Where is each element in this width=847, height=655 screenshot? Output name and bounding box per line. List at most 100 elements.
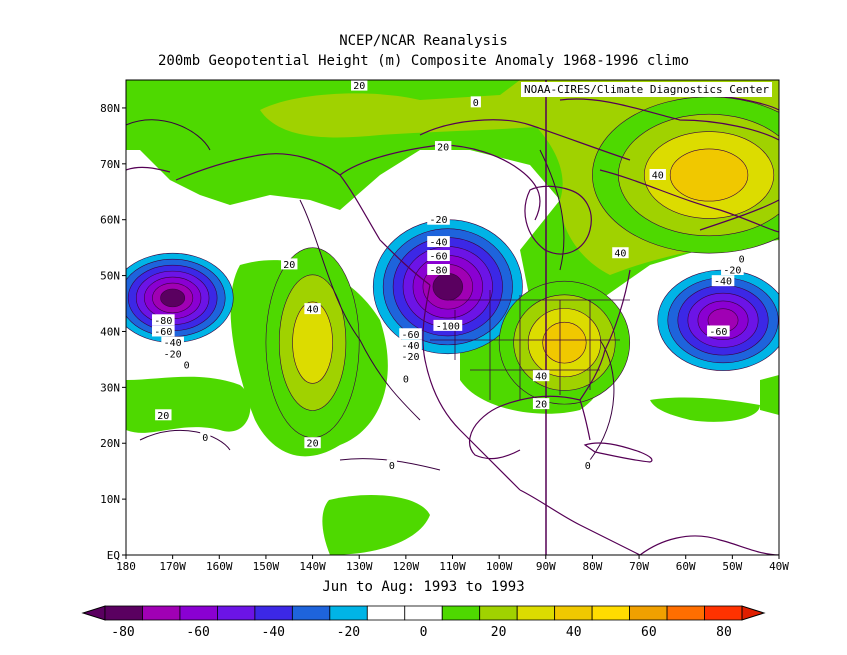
- lat-tick-label: 20N: [100, 437, 120, 450]
- contour-label: 20: [437, 143, 449, 154]
- state-boundaries: [430, 290, 630, 400]
- lon-tick-label: 120W: [393, 560, 420, 573]
- contour-label: 20: [157, 411, 169, 422]
- contour-label-bg: [470, 96, 481, 108]
- contour-label: 40: [535, 372, 547, 383]
- anomaly-high-greenland: [592, 96, 779, 254]
- contour-label-bg: [399, 328, 422, 340]
- contour-level-4: [542, 321, 587, 364]
- lon-tick-label: 170W: [159, 560, 186, 573]
- contour-label-bg: [721, 264, 744, 275]
- contour-label: -60: [429, 252, 447, 263]
- contour-label: -20: [723, 266, 741, 277]
- lon-tick-label: 130W: [346, 560, 373, 573]
- lat-tick-label: 70N: [100, 158, 120, 171]
- contour-label: -20: [401, 352, 419, 363]
- lat-tick-label: 50N: [100, 270, 120, 283]
- contour-label: -80: [154, 316, 172, 327]
- contour-level-4: [669, 148, 749, 202]
- contour-label-bg: [434, 141, 452, 153]
- credit-label: NOAA-CIRES/Climate Diagnostics Center: [521, 82, 773, 97]
- anomaly-low-west-pacific: [126, 252, 234, 343]
- colorbar-swatch: [591, 605, 630, 621]
- lon-tick-label: 70W: [629, 560, 649, 573]
- colorbar-tick-label: -20: [337, 625, 360, 640]
- lat-tick-label: 80N: [100, 102, 120, 115]
- contour-label-bg: [427, 250, 450, 262]
- contour-label: 40: [652, 171, 664, 182]
- contour-label: 0: [184, 361, 190, 372]
- contour-label-bg: [161, 347, 184, 359]
- contour-label-bg: [351, 80, 368, 91]
- lat-tick-label: 30N: [100, 381, 120, 394]
- contour-label-bg: [707, 325, 730, 337]
- lon-tick-label: 40W: [769, 560, 789, 573]
- lon-tick-label: 60W: [676, 560, 696, 573]
- contour-label: 20: [535, 400, 547, 411]
- lon-tick-label: 80W: [582, 560, 602, 573]
- colorbar-swatch: [404, 605, 443, 621]
- lon-tick-label: 50W: [722, 560, 742, 573]
- colorbar-tick-label: -40: [262, 625, 285, 640]
- contour-label-bg: [736, 252, 747, 264]
- date-range-label: Jun to Aug: 1993 to 1993: [322, 579, 525, 595]
- lon-tick-label: 140W: [299, 560, 326, 573]
- colorbar-tick-label: 20: [491, 625, 507, 640]
- contour-level-7: [432, 273, 464, 301]
- lat-tick-label: 40N: [100, 325, 120, 338]
- contour-label-bg: [532, 370, 550, 382]
- colorbar-swatch: [142, 605, 181, 621]
- contour-label: -100: [436, 321, 460, 332]
- colorbar-low-arrow: [81, 605, 106, 621]
- contour-label-bg: [399, 350, 422, 362]
- contour-label-bg: [281, 258, 298, 270]
- contour-label-bg: [386, 459, 397, 471]
- contour-label: -60: [709, 327, 727, 338]
- colorbar-tick-label: 0: [420, 625, 428, 640]
- contour-label: 40: [307, 305, 319, 316]
- lon-tick-label: 90W: [536, 560, 556, 573]
- contour-label-bg: [612, 247, 629, 259]
- latitude-axis: 80N 70N 60N 50N 40N 30N 20N 10N EQ: [100, 102, 126, 562]
- lon-tick-label: 150W: [253, 560, 280, 573]
- colorbar-swatch: [516, 605, 556, 621]
- contour-label: 0: [403, 374, 409, 385]
- chart-subtitle: 200mb Geopotential Height (m) Composite …: [157, 53, 689, 69]
- colorbar-swatch: [479, 605, 518, 621]
- colorbar-tick-label: -80: [111, 625, 134, 640]
- colorbar-tick-labels: -80 -60 -40 -20 0 20 40 60 80: [111, 625, 732, 640]
- contour-label-bg: [200, 431, 211, 443]
- contour-label-bg: [152, 314, 175, 326]
- contour-label: -60: [154, 327, 172, 338]
- contour-label-bg: [427, 236, 450, 248]
- lon-tick-label: 110W: [439, 560, 466, 573]
- lat-tick-label: EQ: [107, 549, 120, 562]
- colorbar-swatch: [629, 605, 668, 621]
- contour-label: 20: [353, 81, 365, 92]
- contour-label-bg: [304, 437, 321, 449]
- colorbar-high-arrow: [741, 605, 766, 621]
- colorbar-tick-label: 60: [641, 625, 657, 640]
- chart-title: NCEP/NCAR Reanalysis: [339, 33, 508, 49]
- colorbar-tick-label: 80: [716, 625, 732, 640]
- colorbar-swatch: [666, 605, 705, 621]
- contour-label: 0: [202, 433, 208, 444]
- contour-label: 20: [283, 260, 295, 271]
- contour-label: 0: [389, 461, 395, 472]
- contour-label-bg: [399, 339, 422, 351]
- colorbar-swatch: [366, 605, 406, 621]
- contour-label: -40: [401, 341, 419, 352]
- longitude-axis: 180 170W 160W 150W 140W 130W 120W 110W 100W 90W 80…: [116, 555, 789, 573]
- contour-label-bg: [181, 359, 192, 370]
- contour-label: 40: [614, 249, 626, 260]
- contour-label-bg: [532, 398, 550, 410]
- colorbar-swatch: [217, 605, 256, 621]
- colorbar-swatch: [704, 605, 743, 621]
- contour-label-bg: [400, 372, 411, 384]
- contour-level-3: [292, 301, 333, 384]
- contour-label: 0: [473, 98, 479, 109]
- contour-label: 20: [307, 439, 319, 450]
- contour-label: 0: [739, 254, 745, 265]
